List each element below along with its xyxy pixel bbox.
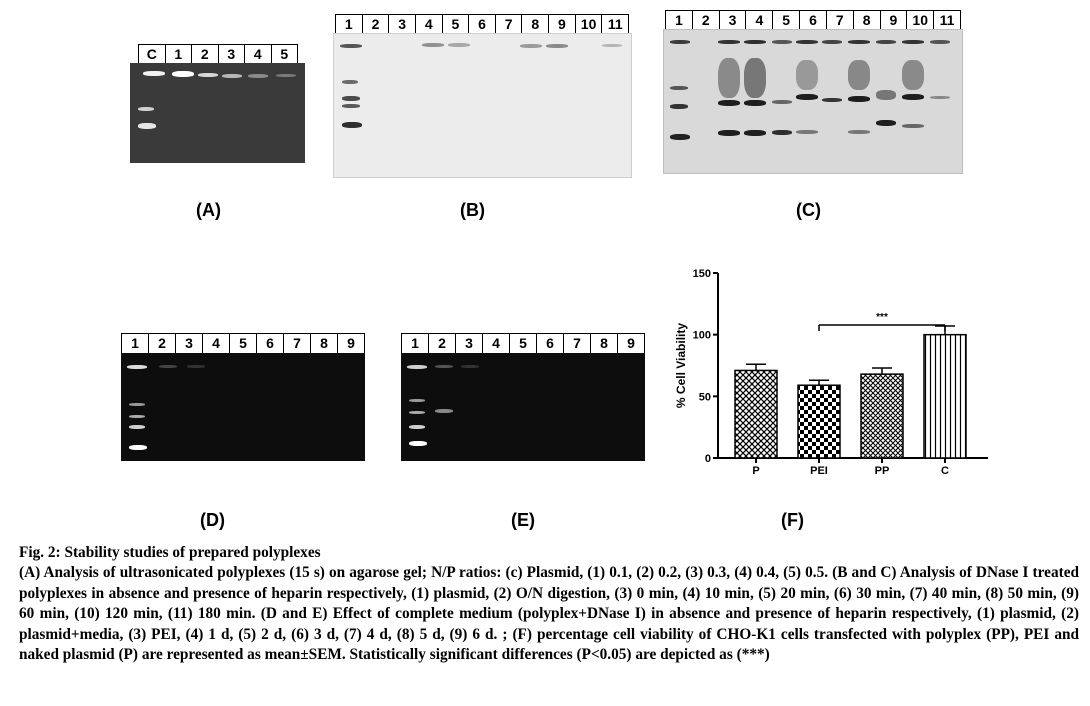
lane-label: 7 bbox=[564, 334, 591, 353]
lane-label: 10 bbox=[576, 15, 603, 34]
lane-label: 9 bbox=[881, 11, 908, 30]
viability-bar-chart: 0 50 100 150 % Cell Viability P PEI PP C *** bbox=[674, 268, 988, 477]
lane-label: 5 bbox=[443, 15, 470, 34]
x-tick-label: P bbox=[752, 465, 759, 477]
bar bbox=[734, 369, 778, 459]
lane-label: 11 bbox=[607, 16, 623, 32]
lane-label: 9 bbox=[549, 15, 576, 34]
panel-label-d: (D) bbox=[200, 510, 225, 530]
lane-header-c: 1 2 3 4 5 6 7 8 9 10 11 bbox=[665, 10, 961, 31]
lane-label: 2 bbox=[429, 334, 456, 353]
gel-image-b bbox=[333, 33, 632, 178]
bar bbox=[860, 373, 904, 459]
lane-label: 1 bbox=[402, 334, 429, 353]
lane-label: 4 bbox=[416, 15, 443, 34]
y-tick-label: 50 bbox=[699, 391, 711, 403]
gel-image-e bbox=[401, 353, 645, 461]
lane-label: 6 bbox=[800, 11, 827, 30]
y-tick-label: 100 bbox=[693, 330, 711, 342]
lane-label: 5 bbox=[773, 11, 801, 30]
lane-label: 6 bbox=[537, 334, 564, 353]
lane-label: 9 bbox=[347, 335, 355, 351]
panel-label-f: (F) bbox=[781, 510, 804, 530]
lane-label: 3 bbox=[389, 15, 416, 34]
lane-label: 6 bbox=[469, 15, 496, 34]
lane-label: 8 bbox=[854, 11, 881, 30]
lane-label: 8 bbox=[591, 334, 618, 353]
lane-label: 1 bbox=[336, 15, 363, 34]
gel-image-c bbox=[663, 29, 963, 174]
lane-label: 5 bbox=[280, 46, 289, 62]
lane-label: 6 bbox=[257, 334, 284, 353]
lane-label: 10 bbox=[907, 11, 935, 30]
lane-label: 3 bbox=[219, 45, 245, 64]
lane-label: 2 bbox=[363, 15, 390, 34]
panel-label-c: (C) bbox=[796, 200, 821, 220]
lane-label: 7 bbox=[284, 334, 311, 353]
lane-label: 4 bbox=[203, 334, 230, 353]
lane-label: 8 bbox=[311, 334, 338, 353]
panel-label-b: (B) bbox=[460, 200, 485, 220]
lane-label: 5 bbox=[230, 334, 257, 353]
lane-label: 3 bbox=[176, 334, 203, 353]
lane-label: 1 bbox=[122, 334, 149, 353]
lane-header-b: 1 2 3 4 5 6 7 8 9 10 11 bbox=[335, 14, 629, 35]
lane-label: C bbox=[139, 45, 166, 64]
lane-label: 1 bbox=[666, 11, 693, 30]
significance-label: *** bbox=[876, 312, 888, 323]
gel-image-a bbox=[130, 63, 305, 163]
figure-caption: Fig. 2: Stability studies of prepared po… bbox=[19, 543, 1079, 665]
lane-label: 11 bbox=[939, 12, 955, 28]
lane-label: 3 bbox=[456, 334, 483, 353]
panel-label-e: (E) bbox=[511, 510, 535, 530]
lane-label: 8 bbox=[522, 15, 550, 34]
y-tick-label: 0 bbox=[705, 453, 711, 465]
y-tick-label: 150 bbox=[693, 268, 711, 280]
bar bbox=[923, 333, 967, 459]
lane-label: 7 bbox=[496, 15, 523, 34]
lane-label: 4 bbox=[245, 45, 272, 64]
panel-label-a: (A) bbox=[196, 200, 221, 220]
lane-label: 2 bbox=[149, 334, 176, 353]
lane-label: 3 bbox=[720, 11, 747, 30]
lane-label: 5 bbox=[510, 334, 537, 353]
caption-body: (A) Analysis of ultrasonicated polyplexe… bbox=[19, 564, 1079, 664]
lane-label: 2 bbox=[192, 45, 219, 64]
lane-label: 2 bbox=[693, 11, 720, 30]
lane-label: 4 bbox=[746, 11, 774, 30]
lane-label: 9 bbox=[627, 335, 635, 351]
gel-image-d bbox=[121, 353, 365, 461]
caption-title: Fig. 2: Stability studies of prepared po… bbox=[19, 544, 321, 561]
lane-label: 4 bbox=[483, 334, 510, 353]
x-tick-label: C bbox=[941, 465, 949, 477]
bar bbox=[797, 384, 841, 459]
y-axis-label: % Cell Viability bbox=[674, 323, 688, 408]
x-tick-label: PP bbox=[875, 465, 890, 477]
x-tick-label: PEI bbox=[810, 465, 828, 477]
lane-label: 7 bbox=[827, 11, 854, 30]
lane-label: 1 bbox=[166, 45, 192, 64]
